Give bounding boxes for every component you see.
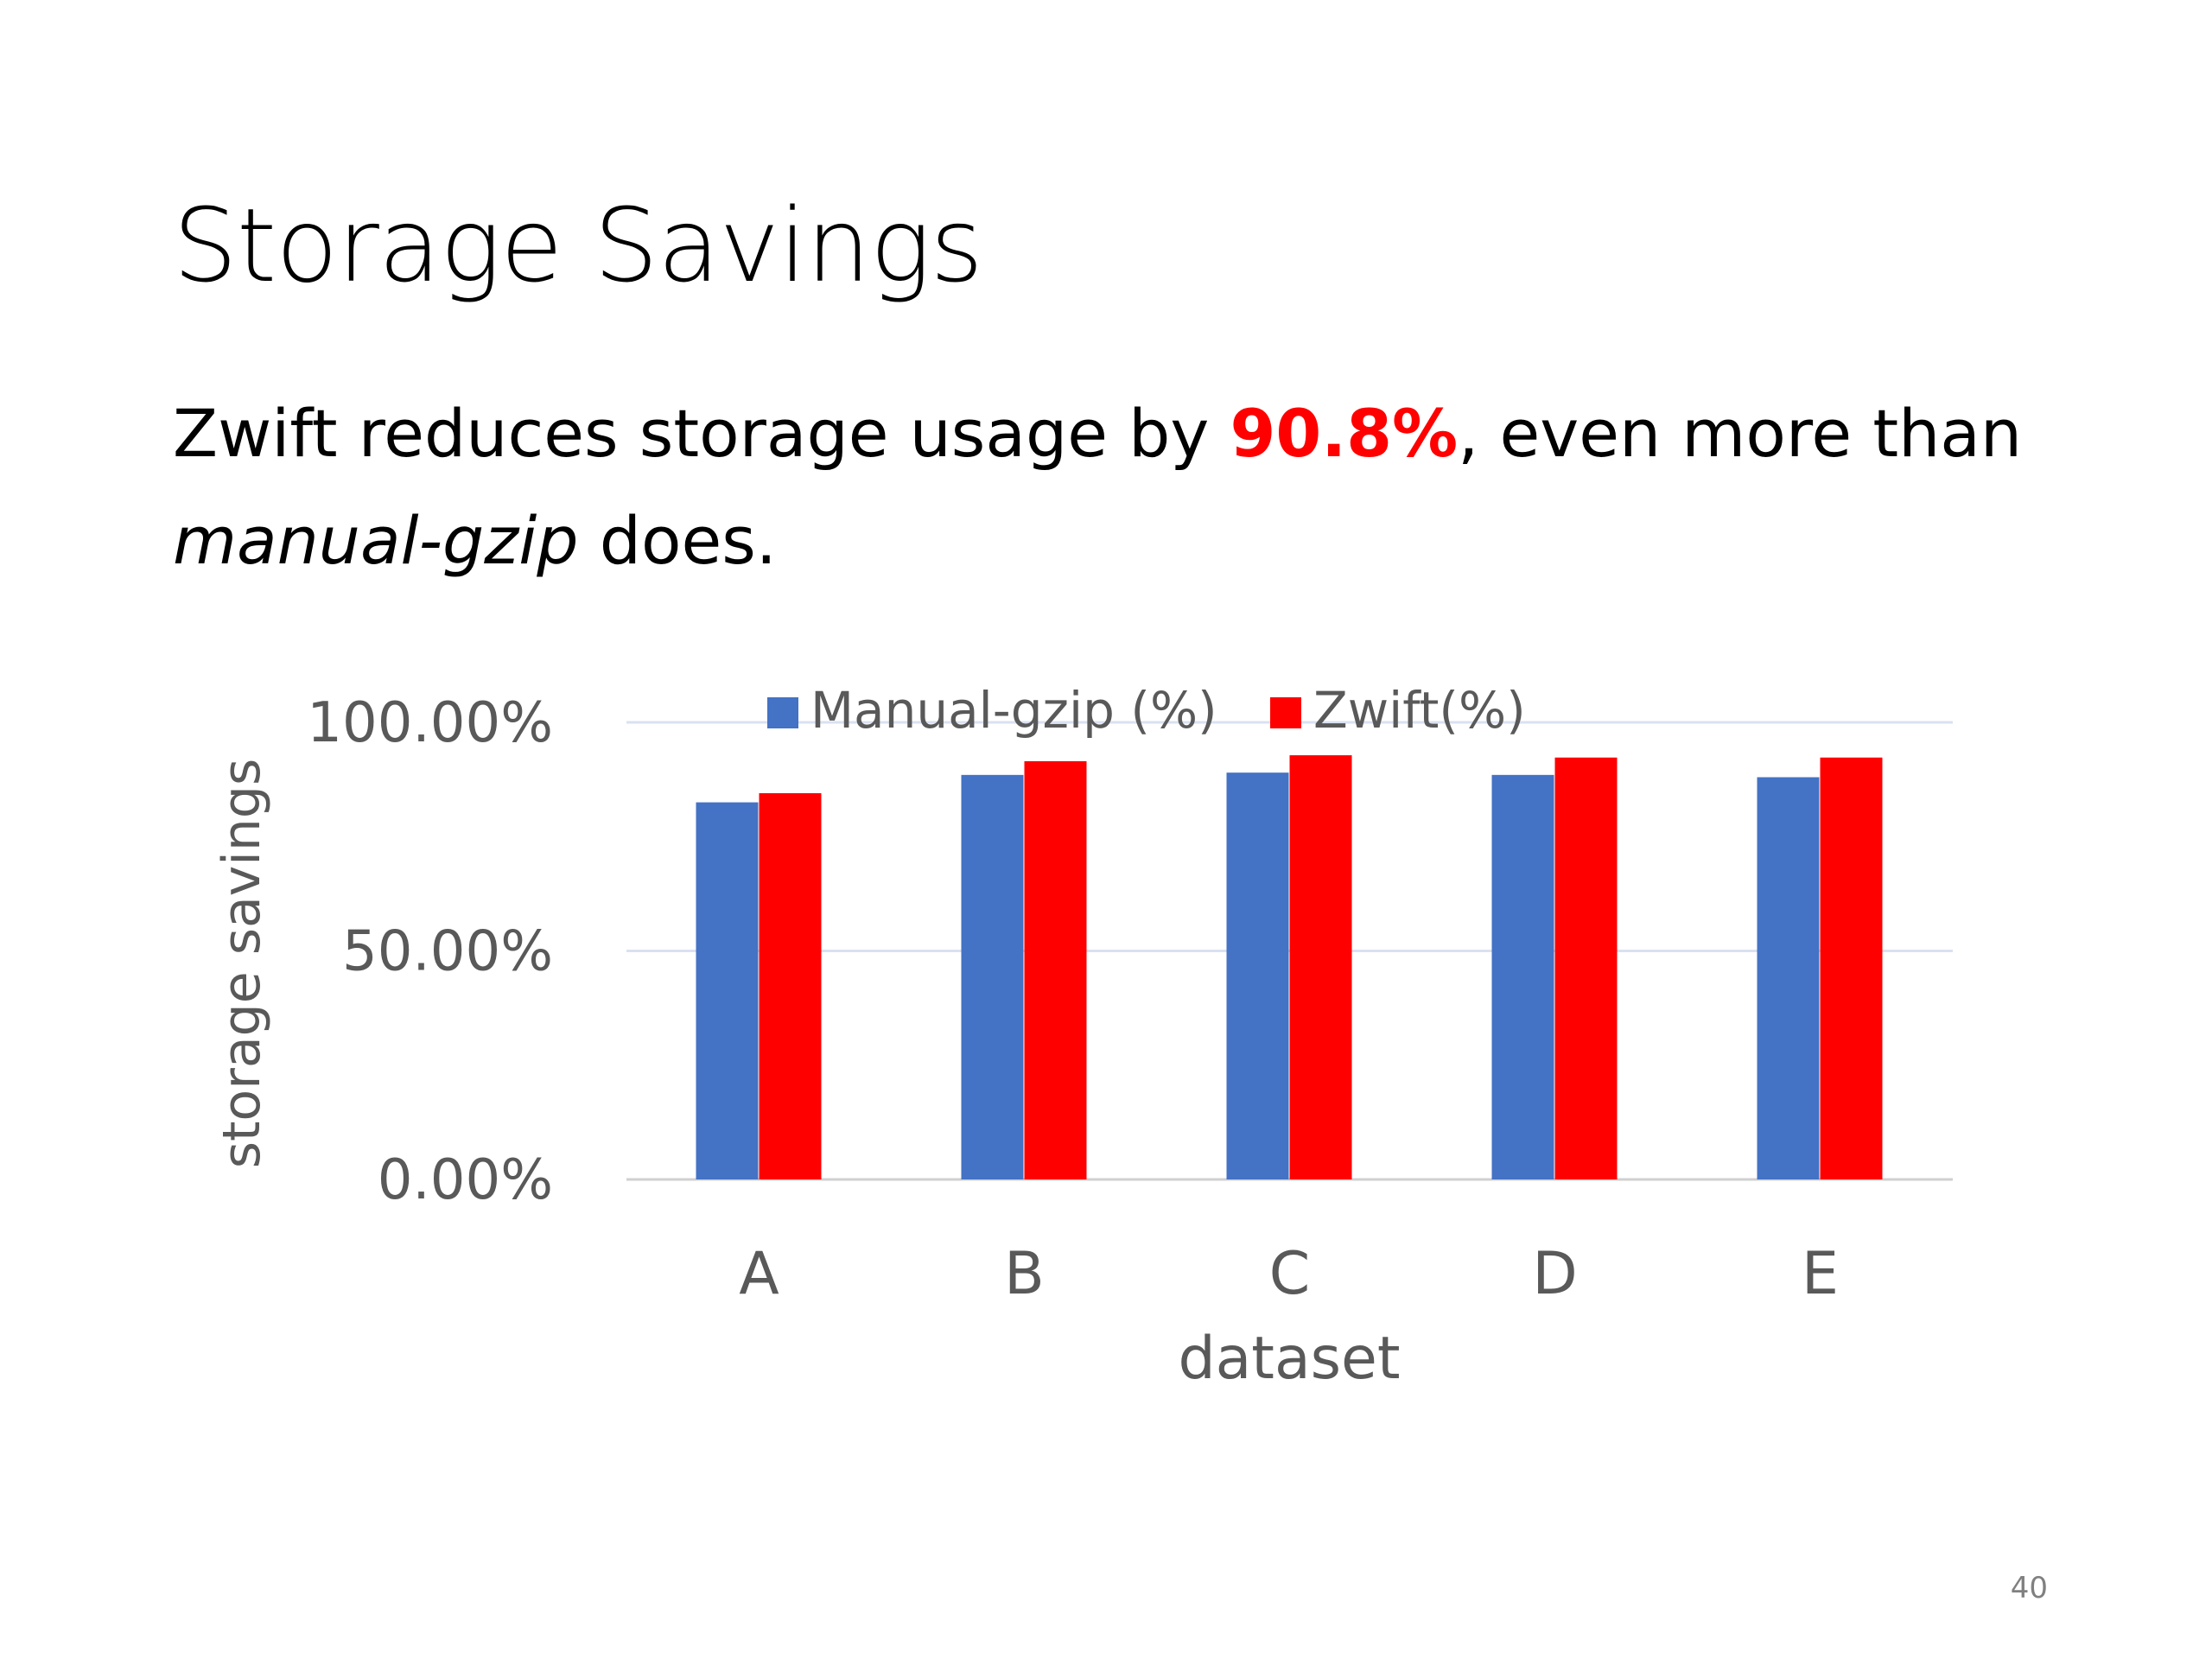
x-tick-label: E (1802, 1240, 1839, 1308)
bar-manual-gzip-B (961, 774, 1024, 1179)
x-tick-label: A (739, 1240, 779, 1308)
subtitle-text: Zwift reduces storage usage by (173, 395, 1230, 472)
slide-subtitle: Zwift reduces storage usage by 90.8%, ev… (173, 380, 2160, 594)
legend-label-manual-gzip: Manual-gzip (%) (810, 681, 1217, 740)
x-tick-label: D (1532, 1240, 1577, 1308)
legend-swatch-zwift (1270, 697, 1301, 728)
subtitle-text-2: , even more than (1458, 395, 2023, 472)
y-axis-label: storage savings (212, 759, 272, 1169)
bar-zwift-D (1554, 757, 1618, 1179)
bar-manual-gzip-D (1491, 774, 1554, 1179)
x-axis-label: dataset (1178, 1325, 1400, 1393)
bar-manual-gzip-A (696, 802, 759, 1179)
y-tick-label: 100.00% (307, 691, 553, 755)
bar-zwift-A (759, 792, 822, 1179)
subtitle-text-3: does. (578, 502, 777, 579)
page-number: 40 (2010, 1571, 2048, 1605)
x-tick-label: C (1269, 1240, 1310, 1308)
y-tick-label: 50.00% (342, 920, 553, 984)
bar-zwift-B (1024, 760, 1087, 1179)
y-tick-label: 0.00% (378, 1148, 553, 1212)
legend-label-zwift: Zwift(%) (1313, 681, 1526, 740)
manual-gzip-term: manual-gzip (173, 502, 579, 579)
x-tick-label: B (1004, 1240, 1045, 1308)
bar-zwift-E (1820, 757, 1883, 1179)
legend-swatch-manual-gzip (767, 697, 798, 728)
bar-manual-gzip-C (1226, 772, 1289, 1179)
bar-manual-gzip-E (1757, 777, 1820, 1179)
bar-zwift-C (1289, 755, 1352, 1179)
highlight-value: 90.8% (1230, 395, 1459, 472)
slide-title: Storage Savings (173, 186, 983, 305)
